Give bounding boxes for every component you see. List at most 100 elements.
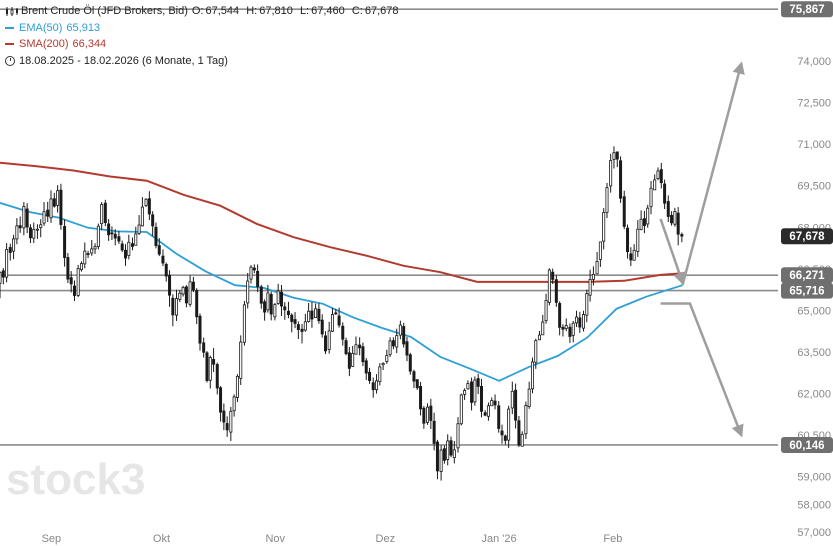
candle[interactable]	[476, 378, 480, 387]
candle[interactable]	[293, 319, 297, 324]
candle[interactable]	[463, 390, 467, 395]
candle[interactable]	[164, 264, 168, 277]
candle[interactable]	[663, 183, 667, 204]
candle[interactable]	[63, 226, 67, 258]
candle[interactable]	[28, 227, 32, 239]
candle[interactable]	[680, 234, 684, 237]
candle[interactable]	[225, 423, 229, 431]
candle[interactable]	[181, 287, 185, 295]
candle[interactable]	[419, 385, 423, 410]
candle[interactable]	[530, 361, 534, 390]
candle[interactable]	[171, 297, 175, 316]
candle[interactable]	[571, 322, 575, 336]
candle[interactable]	[1, 270, 5, 278]
candle[interactable]	[263, 301, 267, 313]
candle[interactable]	[429, 405, 433, 421]
candle[interactable]	[452, 449, 456, 458]
candle[interactable]	[286, 310, 290, 315]
candle[interactable]	[100, 204, 104, 225]
candle[interactable]	[198, 315, 202, 344]
candle[interactable]	[113, 233, 117, 239]
candle[interactable]	[307, 310, 311, 322]
candle[interactable]	[632, 249, 636, 261]
candle[interactable]	[585, 293, 589, 316]
candle[interactable]	[558, 303, 562, 328]
candle[interactable]	[266, 292, 270, 311]
candle[interactable]	[422, 407, 426, 424]
candle[interactable]	[520, 433, 524, 447]
candle[interactable]	[646, 207, 650, 225]
candle[interactable]	[547, 269, 551, 303]
candle[interactable]	[208, 357, 212, 381]
candle[interactable]	[676, 212, 680, 235]
candle[interactable]	[595, 260, 599, 275]
candle[interactable]	[83, 250, 87, 265]
candle[interactable]	[147, 198, 151, 215]
candle[interactable]	[134, 233, 138, 246]
candle[interactable]	[412, 371, 416, 382]
candle[interactable]	[242, 304, 246, 343]
candle[interactable]	[561, 326, 565, 330]
candle[interactable]	[259, 286, 263, 304]
candle[interactable]	[215, 364, 219, 389]
candle[interactable]	[449, 440, 453, 456]
candle[interactable]	[459, 394, 463, 425]
candle[interactable]	[279, 291, 283, 307]
candle[interactable]	[56, 190, 60, 206]
candle[interactable]	[602, 212, 606, 242]
candle[interactable]	[107, 223, 111, 236]
candle[interactable]	[283, 306, 287, 311]
candle[interactable]	[629, 253, 633, 261]
candle[interactable]	[212, 359, 216, 365]
candle[interactable]	[5, 249, 9, 278]
candle[interactable]	[239, 341, 243, 379]
candle[interactable]	[46, 209, 50, 217]
candle[interactable]	[144, 198, 148, 206]
candle[interactable]	[544, 300, 548, 322]
candle[interactable]	[402, 326, 406, 345]
candle[interactable]	[659, 169, 663, 184]
candle[interactable]	[653, 179, 657, 191]
candle[interactable]	[76, 268, 80, 296]
candle[interactable]	[229, 410, 233, 433]
candle[interactable]	[93, 246, 97, 250]
candle[interactable]	[371, 382, 375, 391]
candle[interactable]	[568, 326, 572, 337]
candle[interactable]	[395, 335, 399, 348]
candle[interactable]	[361, 346, 365, 363]
candle[interactable]	[303, 321, 307, 331]
candle[interactable]	[35, 228, 39, 231]
candle[interactable]	[639, 218, 643, 230]
candle[interactable]	[246, 280, 250, 304]
candle[interactable]	[636, 228, 640, 252]
candle[interactable]	[364, 360, 368, 374]
legend-ema-row[interactable]: EMA(50) 65,913	[5, 20, 399, 37]
candle[interactable]	[330, 314, 334, 332]
candle[interactable]	[140, 206, 144, 227]
candle[interactable]	[161, 255, 165, 264]
candle[interactable]	[493, 400, 497, 406]
candle[interactable]	[368, 371, 372, 381]
candle[interactable]	[388, 340, 392, 355]
candle[interactable]	[598, 241, 602, 260]
candle[interactable]	[72, 285, 76, 296]
candle[interactable]	[334, 312, 338, 315]
candle[interactable]	[354, 344, 358, 355]
candle[interactable]	[510, 390, 514, 409]
candle[interactable]	[405, 341, 409, 356]
candle[interactable]	[110, 232, 114, 235]
candle[interactable]	[358, 344, 362, 349]
candle[interactable]	[605, 187, 609, 213]
candle[interactable]	[66, 257, 70, 280]
candle[interactable]	[435, 441, 439, 472]
candle[interactable]	[673, 211, 677, 225]
candle[interactable]	[256, 270, 260, 287]
candle[interactable]	[534, 340, 538, 363]
candle[interactable]	[347, 352, 351, 369]
candle[interactable]	[537, 334, 541, 341]
legend-symbol[interactable]: Brent Crude Öl (JFD Brokers, Bid)	[21, 5, 188, 17]
legend-sma-row[interactable]: SMA(200) 66,344	[5, 36, 399, 53]
projection-arrow[interactable]	[660, 302, 744, 438]
candle[interactable]	[541, 321, 545, 336]
candle[interactable]	[15, 225, 19, 240]
